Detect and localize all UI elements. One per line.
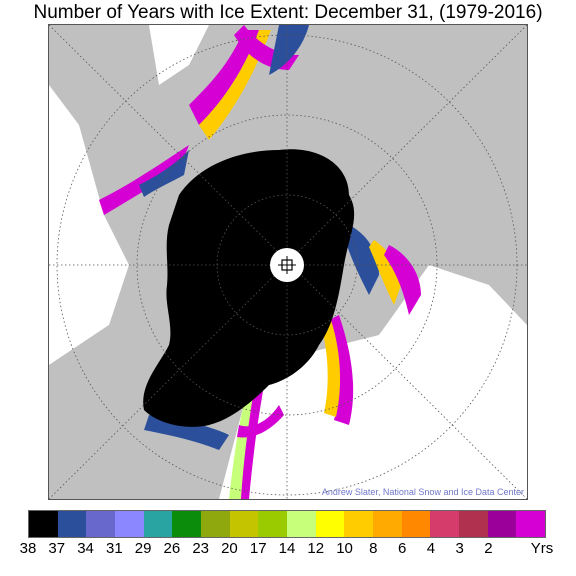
legend-label: 31 (105, 540, 123, 557)
legend-swatch (315, 511, 345, 537)
legend-swatch (29, 511, 58, 537)
legend-swatch (57, 511, 87, 537)
legend-label: 20 (221, 540, 238, 557)
color-legend-labels: 38 37 34 31 29 26 23 20 17 14 12 10 8 6 4 3 2 Yrs (0, 540, 576, 564)
legend-label: 4 (426, 540, 436, 557)
legend-swatch (229, 511, 259, 537)
legend-swatch (516, 511, 546, 537)
map-credit: Andrew Slater, National Snow and Ice Dat… (321, 487, 524, 497)
legend-label: 14 (278, 540, 296, 557)
legend-swatch (258, 511, 288, 537)
legend-swatch (373, 511, 402, 537)
perennial-ice-core (143, 149, 355, 427)
legend-label: 23 (192, 540, 209, 557)
polar-projection-svg (49, 25, 527, 499)
legend-label: 3 (455, 540, 464, 557)
color-legend-bar (28, 510, 546, 538)
legend-label: 2 (484, 540, 493, 557)
legend-label: 12 (307, 540, 325, 557)
open-ocean (49, 25, 527, 499)
legend-label: 8 (369, 540, 378, 557)
legend-label: 26 (163, 540, 181, 557)
marginal-ice-bands (99, 25, 421, 499)
legend-label: 38 (19, 540, 37, 557)
legend-swatch (487, 511, 517, 537)
ice-extent-map: Andrew Slater, National Snow and Ice Dat… (48, 24, 528, 500)
legend-swatch (287, 511, 316, 537)
legend-label: 17 (249, 540, 267, 557)
legend-swatch (86, 511, 116, 537)
legend-swatch (459, 511, 488, 537)
legend-label: 29 (134, 540, 152, 557)
legend-label: 37 (48, 540, 66, 557)
legend-swatch (201, 511, 230, 537)
legend-label: 34 (77, 540, 94, 557)
legend-swatch (430, 511, 460, 537)
legend-swatch (143, 511, 173, 537)
legend-swatch (401, 511, 431, 537)
land-masses (49, 25, 527, 499)
legend-unit: Yrs (530, 540, 554, 557)
map-title: Number of Years with Ice Extent: Decembe… (33, 2, 543, 23)
legend-label: 6 (397, 540, 407, 557)
legend-label: 10 (336, 540, 353, 557)
legend-swatch (115, 511, 144, 537)
legend-swatch (344, 511, 374, 537)
pole-hole (270, 248, 304, 282)
legend-swatch (172, 511, 202, 537)
